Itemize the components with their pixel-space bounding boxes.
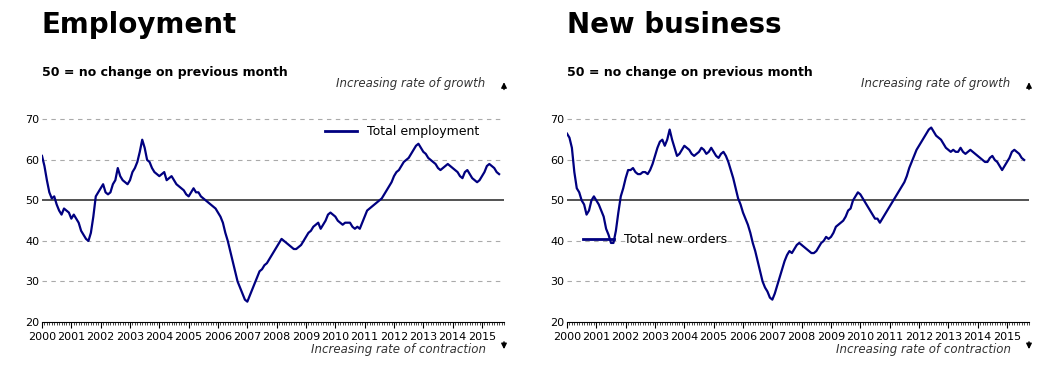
Text: 50 = no change on previous month: 50 = no change on previous month: [567, 66, 813, 80]
Text: 50 = no change on previous month: 50 = no change on previous month: [42, 66, 288, 80]
Text: Employment: Employment: [42, 11, 237, 38]
Text: Increasing rate of growth: Increasing rate of growth: [336, 77, 485, 90]
Text: Increasing rate of contraction: Increasing rate of contraction: [836, 343, 1010, 356]
Text: Increasing rate of contraction: Increasing rate of contraction: [311, 343, 485, 356]
Legend: Total employment: Total employment: [320, 120, 484, 143]
Legend: Total new orders: Total new orders: [578, 228, 732, 251]
Text: New business: New business: [567, 11, 781, 38]
Text: Increasing rate of growth: Increasing rate of growth: [861, 77, 1010, 90]
